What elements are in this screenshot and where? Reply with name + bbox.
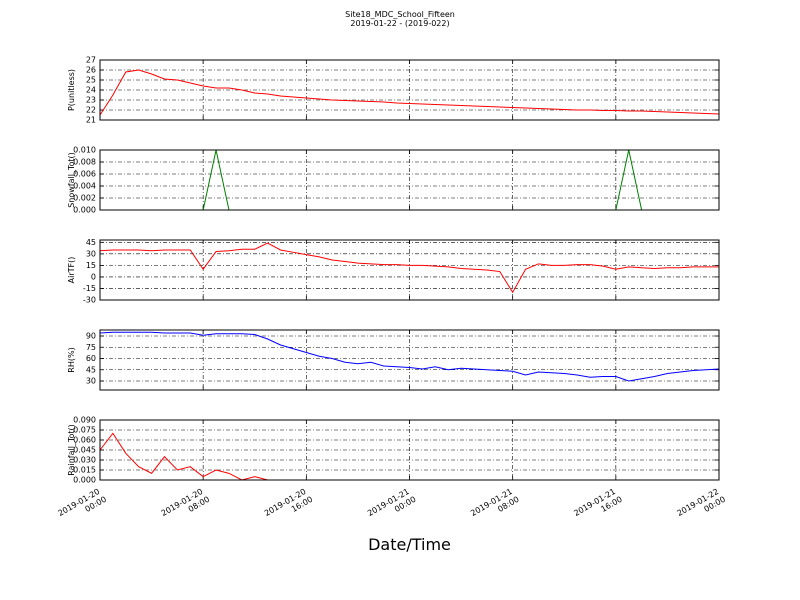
y-tick-label: 0.060	[73, 436, 96, 445]
y-tick-label: 0.090	[73, 416, 96, 425]
y-tick-label: -30	[83, 296, 96, 305]
x-axis-label: Date/Time	[368, 535, 451, 554]
plot-frame	[99, 239, 720, 301]
y-tick-label: 25	[86, 76, 96, 85]
y-tick-label: -15	[83, 284, 96, 293]
y-axis-label: RH(%)	[67, 347, 76, 372]
y-tick-label: 0.000	[73, 476, 96, 485]
plot-frame	[99, 419, 720, 481]
y-tick-label: 0.075	[73, 426, 96, 435]
y-tick-label: 30	[86, 249, 96, 258]
y-tick-label: 26	[86, 66, 96, 75]
plot-frame	[99, 329, 720, 391]
y-tick-label: 0.015	[73, 466, 96, 475]
y-tick-label: 21	[86, 116, 96, 125]
y-tick-label: 0.004	[73, 182, 96, 191]
data-line	[99, 242, 719, 294]
y-tick-label: 75	[86, 343, 96, 352]
y-tick-label: 0.010	[73, 146, 96, 155]
y-tick-label: 90	[86, 332, 96, 341]
data-line	[99, 69, 720, 116]
y-tick-label: 0.008	[73, 158, 96, 167]
y-tick-label: 0.000	[73, 206, 96, 215]
plot-frame	[99, 149, 720, 211]
y-tick-label: 0.030	[73, 456, 96, 465]
y-tick-label: 45	[86, 238, 96, 247]
y-tick-label: 23	[86, 96, 96, 105]
plot-frame	[99, 59, 720, 121]
y-tick-label: 0.006	[73, 170, 96, 179]
y-axis-label: Snowfall_Tot()	[67, 152, 76, 208]
y-tick-label: 45	[86, 365, 96, 374]
y-tick-label: 0.045	[73, 446, 96, 455]
y-tick-label: 0	[91, 272, 96, 281]
y-axis-label: Rainfall_Tot()	[67, 424, 76, 476]
y-tick-label: 27	[86, 56, 96, 65]
data-line	[99, 331, 720, 382]
y-tick-label: 30	[86, 377, 96, 386]
y-tick-label: 24	[86, 86, 96, 95]
chart-subtitle: 2019-01-22 - (2019-022)	[350, 19, 449, 28]
y-tick-label: 0.002	[73, 194, 96, 203]
y-tick-label: 22	[86, 106, 96, 115]
y-axis-label: AirTF()	[67, 257, 76, 284]
y-tick-label: 60	[86, 354, 96, 363]
y-tick-label: 15	[86, 261, 96, 270]
chart-title: Site18_MDC_School_Fifteen	[345, 10, 455, 19]
y-axis-label: P(unitless)	[67, 69, 76, 111]
